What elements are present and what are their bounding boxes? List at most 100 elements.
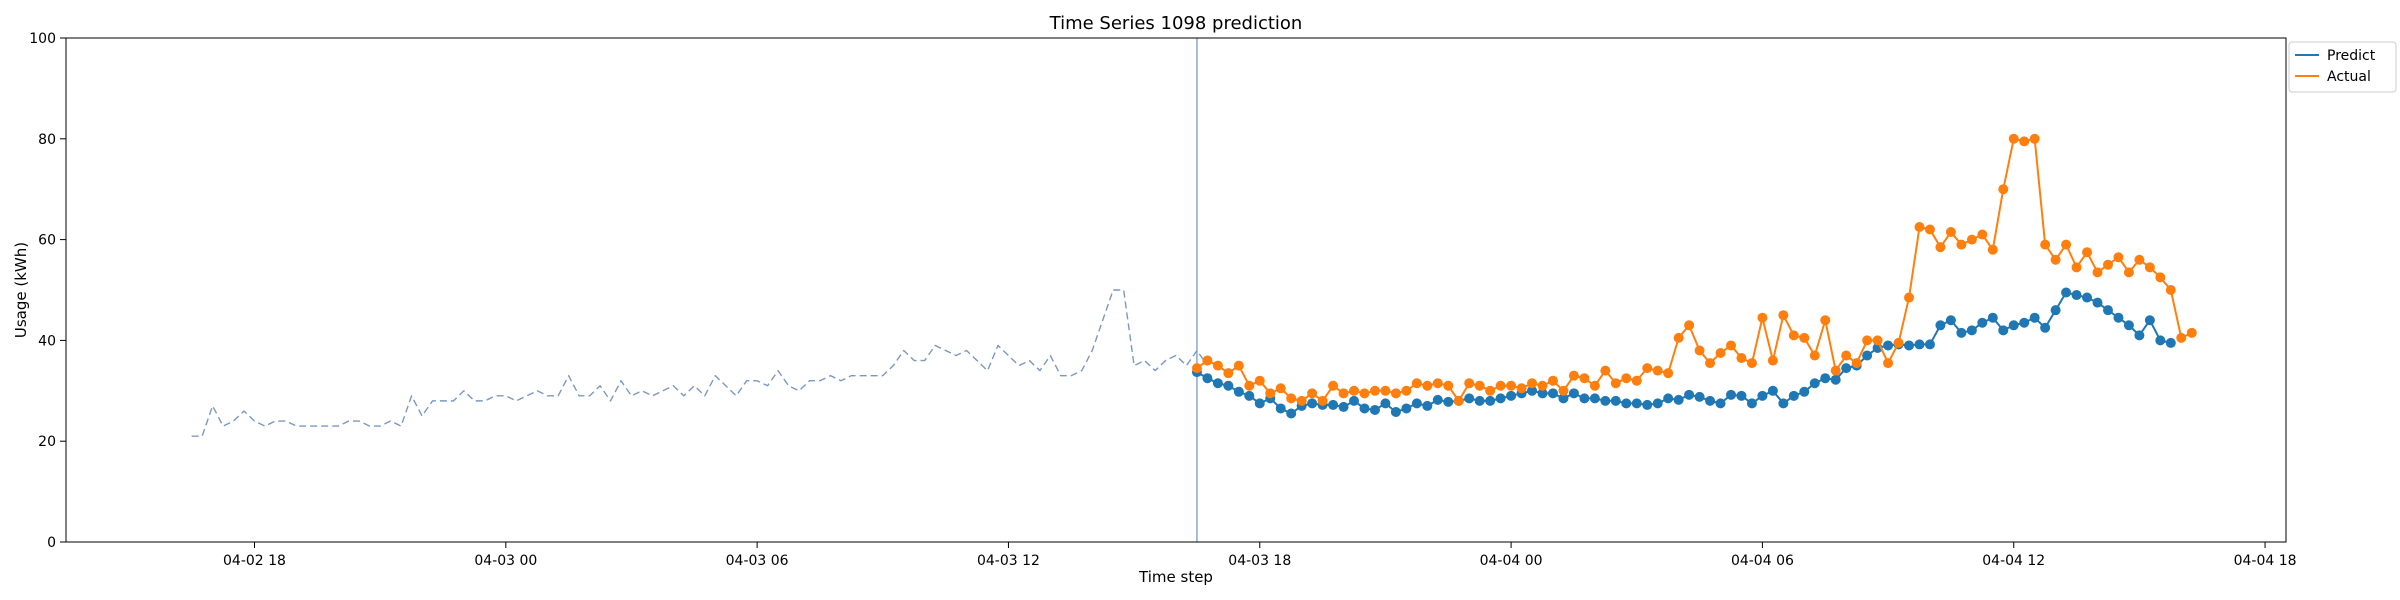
predict-point xyxy=(1663,393,1674,404)
predict-point xyxy=(2134,330,2145,341)
predict-point xyxy=(1673,394,1684,405)
actual-point xyxy=(1851,358,1862,369)
actual-point xyxy=(1453,395,1464,406)
actual-point xyxy=(1600,365,1611,376)
actual-point xyxy=(1663,368,1674,379)
predict-point xyxy=(1998,325,2009,336)
actual-point xyxy=(1872,335,1883,346)
predict-point xyxy=(2092,297,2103,308)
predict-point xyxy=(2155,335,2166,346)
actual-point xyxy=(1809,350,1820,361)
actual-point xyxy=(1191,363,1202,374)
predict-point xyxy=(2029,312,2040,323)
predict-point xyxy=(1705,395,1716,406)
actual-point xyxy=(1307,388,1318,399)
actual-point xyxy=(2082,247,2093,258)
actual-point xyxy=(2113,252,2124,263)
actual-point xyxy=(1945,227,1956,238)
predict-point xyxy=(1558,393,1569,404)
predict-point xyxy=(1757,390,1768,401)
actual-point xyxy=(1736,353,1747,364)
predict-point xyxy=(1244,390,1255,401)
predict-point xyxy=(1432,394,1443,405)
predict-point xyxy=(2019,317,2030,328)
actual-point xyxy=(2019,136,2030,147)
y-tick-label: 20 xyxy=(38,434,56,450)
actual-point xyxy=(2155,272,2166,283)
y-tick-label: 0 xyxy=(47,535,56,551)
actual-point xyxy=(1705,358,1716,369)
predict-point xyxy=(1904,340,1915,351)
actual-point xyxy=(2134,254,2145,265)
predict-point xyxy=(1694,391,1705,402)
actual-point xyxy=(1254,375,1265,386)
actual-point xyxy=(1485,385,1496,396)
predict-point xyxy=(1589,393,1600,404)
predict-point xyxy=(1537,388,1548,399)
predict-series-line xyxy=(1196,291,2172,415)
actual-point xyxy=(1265,388,1276,399)
actual-point xyxy=(1610,378,1621,389)
predict-point xyxy=(1935,320,1946,331)
predict-point xyxy=(2071,290,2082,301)
actual-point xyxy=(2008,133,2019,144)
actual-point xyxy=(2102,259,2113,270)
predict-point xyxy=(1684,389,1695,400)
actual-point xyxy=(1223,368,1234,379)
predict-point xyxy=(1233,386,1244,397)
actual-point xyxy=(1422,380,1433,391)
history-series-line xyxy=(191,289,1208,437)
actual-point xyxy=(1506,380,1517,391)
predict-point xyxy=(1506,390,1517,401)
predict-point xyxy=(1621,398,1632,409)
x-tick-label: 04-03 12 xyxy=(977,553,1040,569)
y-axis-title: Usage (kWh) xyxy=(12,242,30,338)
y-tick-label: 60 xyxy=(38,233,56,249)
predict-point xyxy=(1610,395,1621,406)
actual-point xyxy=(1778,310,1789,321)
predict-point xyxy=(1799,386,1810,397)
actual-point xyxy=(1684,320,1695,331)
actual-point xyxy=(1726,340,1736,351)
predict-point xyxy=(1652,398,1663,409)
predict-point xyxy=(1987,312,1998,323)
x-tick-label: 04-04 06 xyxy=(1731,553,1794,569)
predict-point xyxy=(1726,389,1736,400)
predict-point xyxy=(1359,403,1370,414)
actual-point xyxy=(2144,262,2155,273)
actual-point xyxy=(1244,380,1255,391)
x-tick-label: 04-02 18 xyxy=(223,553,286,569)
predict-point xyxy=(1390,406,1401,417)
predict-point xyxy=(1579,393,1590,404)
predict-point xyxy=(1369,404,1380,415)
actual-point xyxy=(2092,267,2103,278)
predict-point xyxy=(1380,398,1391,409)
predict-point xyxy=(1883,340,1894,351)
actual-point xyxy=(1694,345,1705,356)
predict-point xyxy=(1443,396,1454,407)
actual-point xyxy=(1589,380,1600,391)
actual-point xyxy=(1893,337,1904,348)
x-tick-label: 04-04 18 xyxy=(2234,553,2297,569)
predict-point xyxy=(1966,325,1977,336)
x-tick-label: 04-03 06 xyxy=(726,553,789,569)
predict-point xyxy=(2113,312,2124,323)
y-tick-label: 40 xyxy=(38,333,56,349)
predict-point xyxy=(1809,378,1820,389)
actual-point xyxy=(1390,388,1401,399)
predict-point xyxy=(1464,393,1475,404)
x-tick-label: 04-03 00 xyxy=(474,553,537,569)
actual-point xyxy=(1380,385,1391,396)
predict-point xyxy=(1767,385,1778,396)
actual-point xyxy=(1369,385,1380,396)
actual-point xyxy=(1631,375,1642,386)
predict-point xyxy=(2082,292,2093,303)
actual-point xyxy=(1746,358,1757,369)
actual-point xyxy=(1652,365,1663,376)
predict-point xyxy=(1820,373,1831,384)
actual-point xyxy=(1767,355,1778,366)
actual-point xyxy=(1212,360,1223,371)
actual-point xyxy=(1328,380,1339,391)
actual-point xyxy=(2186,327,2197,338)
